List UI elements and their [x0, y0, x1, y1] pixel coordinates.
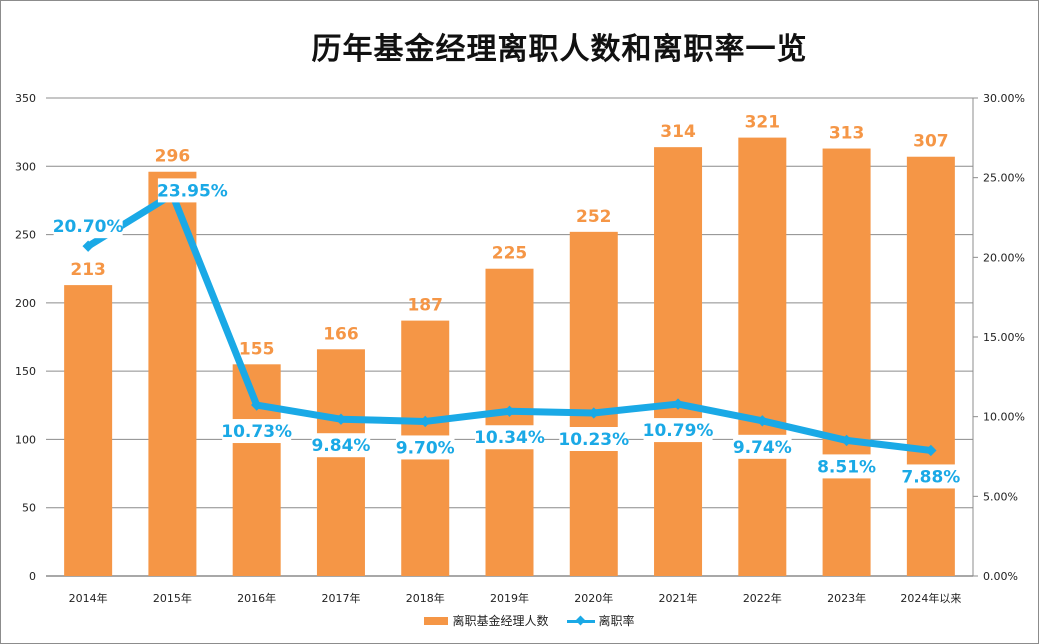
rate-value-label: 10.34% [474, 428, 545, 448]
rate-label-bg [733, 434, 792, 459]
rate-value-label: 10.73% [221, 422, 292, 442]
bar-value-label: 321 [745, 113, 781, 133]
x-tick-label: 2023年 [827, 591, 866, 605]
bar-value-label: 252 [576, 207, 612, 227]
bar [738, 137, 787, 576]
bar-value-label: 307 [913, 132, 949, 152]
rate-value-label: 7.88% [901, 467, 960, 487]
rate-marker [503, 405, 516, 417]
y-left-tick-label: 250 [15, 229, 36, 242]
rate-value-label: 10.79% [643, 421, 714, 441]
rate-label-bg [395, 435, 455, 460]
x-tick-label: 2017年 [321, 591, 360, 605]
bar [485, 268, 534, 576]
y-right-tick-label: 0.00% [983, 570, 1018, 583]
x-tick-label: 2015年 [153, 591, 192, 605]
rate-marker [335, 413, 347, 425]
rate-value-label: 9.84% [311, 436, 370, 456]
x-tick-label: 2022年 [743, 591, 782, 605]
x-tick-label: 2020年 [574, 591, 613, 605]
rate-label-bg [901, 464, 961, 489]
rate-label-bg [643, 418, 713, 443]
legend-item-departures[interactable]: 离职基金经理人数 [424, 612, 549, 629]
y-right-tick-label: 25.00% [983, 172, 1025, 185]
rate-marker [840, 434, 853, 447]
rate-label-bg [817, 454, 876, 479]
bar-value-label: 313 [829, 124, 865, 144]
x-tick-label: 2024年以来 [900, 591, 961, 605]
rate-label-bg [53, 214, 123, 239]
y-right-tick-label: 15.00% [983, 331, 1025, 344]
bar-value-label: 314 [660, 122, 696, 142]
y-left-tick-label: 150 [15, 365, 36, 378]
rate-label-bg [475, 425, 544, 450]
rate-value-label: 10.23% [558, 430, 629, 450]
y-left-tick-label: 350 [15, 92, 36, 105]
rate-marker [925, 444, 937, 457]
rate-value-label: 9.70% [396, 438, 455, 458]
bar [654, 147, 703, 576]
rate-label-bg [222, 419, 292, 444]
y-right-tick-label: 20.00% [983, 251, 1025, 264]
y-right-tick-label: 10.00% [983, 411, 1025, 424]
rate-label-bg [559, 427, 629, 452]
rate-marker [419, 415, 431, 428]
bar-value-label: 225 [492, 244, 528, 264]
bar [822, 148, 871, 576]
y-left-tick-label: 50 [22, 502, 36, 515]
rate-value-label: 23.95% [157, 181, 228, 201]
x-tick-label: 2019年 [490, 591, 529, 605]
chart-title: 历年基金经理离职人数和离职率一览 [311, 32, 808, 67]
y-left-tick-label: 200 [15, 297, 36, 310]
y-right-tick-label: 5.00% [983, 490, 1018, 503]
x-tick-label: 2021年 [659, 591, 698, 605]
legend-label-rate: 离职率 [598, 614, 635, 628]
bar [906, 156, 955, 576]
x-tick-label: 2014年 [69, 591, 108, 605]
rate-marker [756, 415, 768, 427]
bar-value-label: 155 [239, 339, 275, 359]
rate-marker [588, 407, 600, 419]
rate-label-bg [311, 433, 371, 458]
rate-label-bg [157, 178, 227, 203]
x-tick-label: 2016年 [237, 591, 276, 605]
x-tick-label: 2018年 [406, 591, 445, 605]
legend-label-departures: 离职基金经理人数 [452, 614, 549, 628]
y-left-tick-label: 300 [15, 160, 36, 173]
legend-item-rate[interactable]: 离职率 [566, 612, 635, 629]
y-right-tick-label: 30.00% [983, 92, 1025, 105]
rate-value-label: 9.74% [733, 438, 792, 458]
bar-value-label: 296 [155, 147, 191, 167]
bar-value-label: 213 [70, 260, 106, 280]
rate-marker [251, 399, 263, 411]
chart-legend: 离职基金经理人数 离职率 [0, 612, 1039, 629]
bar-value-label: 166 [323, 324, 359, 344]
rate-value-label: 8.51% [817, 457, 876, 477]
bar [316, 349, 365, 576]
rate-value-label: 20.70% [53, 217, 124, 237]
legend-line-swatch [566, 616, 595, 626]
bar [64, 285, 113, 576]
bar [569, 231, 618, 576]
y-left-tick-label: 0 [29, 570, 36, 583]
bar-value-label: 187 [407, 296, 443, 316]
y-left-tick-label: 100 [15, 433, 36, 446]
rate-marker [672, 398, 684, 410]
legend-bar-swatch [424, 616, 449, 625]
